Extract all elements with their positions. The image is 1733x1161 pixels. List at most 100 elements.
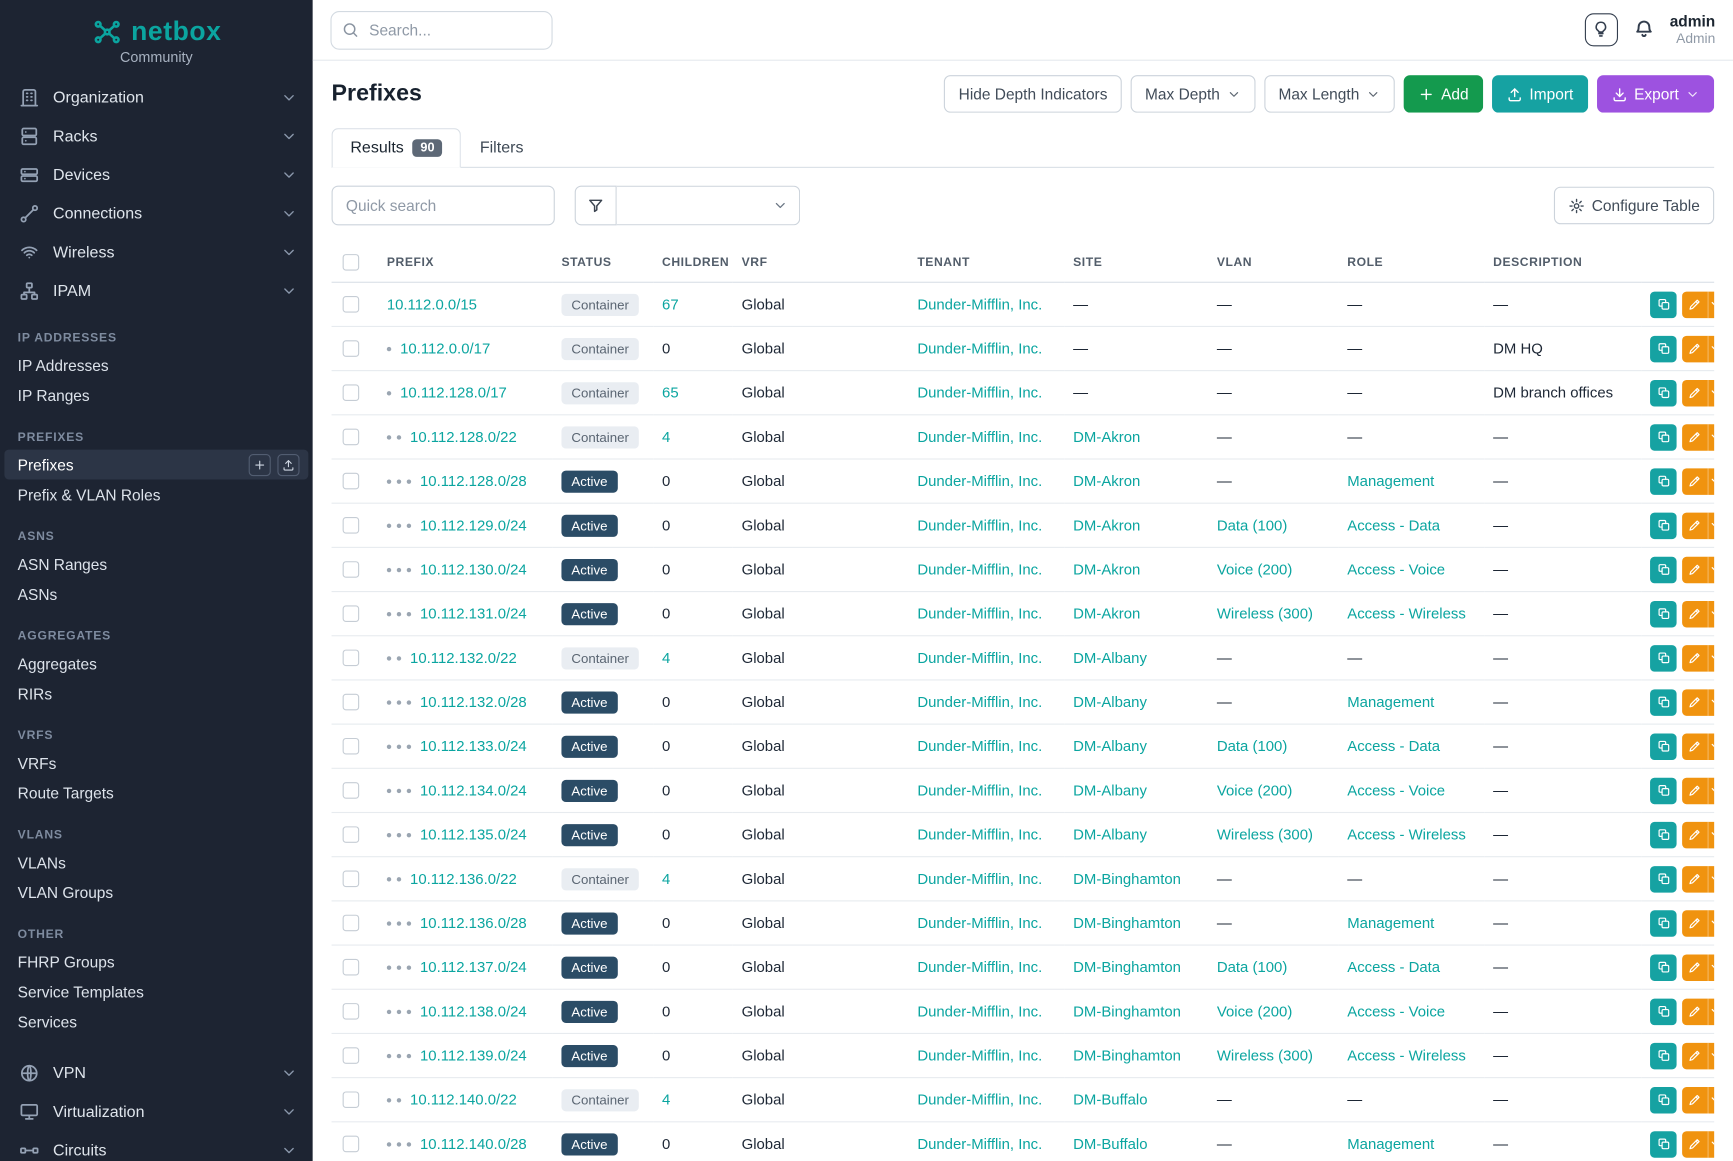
sidebar-item-ip-ranges[interactable]: IP Ranges — [4, 380, 308, 410]
tenant-link[interactable]: Dunder-Mifflin, Inc. — [917, 826, 1043, 843]
site-link[interactable]: DM-Binghamton — [1073, 1047, 1181, 1064]
copy-button[interactable] — [1650, 865, 1677, 893]
tenant-link[interactable]: Dunder-Mifflin, Inc. — [917, 428, 1043, 446]
copy-button[interactable] — [1650, 998, 1677, 1025]
max-depth-dropdown[interactable]: Max Depth — [1130, 75, 1256, 113]
sidebar-item-asn-ranges[interactable]: ASN Ranges — [4, 549, 308, 579]
sidebar-nav-ipam[interactable]: IPAM — [0, 272, 313, 311]
site-link[interactable]: DM-Akron — [1073, 561, 1141, 578]
row-checkbox[interactable] — [342, 694, 360, 711]
sidebar-item-vlans[interactable]: VLANs — [4, 847, 308, 877]
site-link[interactable]: DM-Buffalo — [1073, 1135, 1148, 1153]
row-checkbox[interactable] — [342, 517, 360, 535]
brand[interactable]: netbox Community — [0, 0, 313, 78]
row-checkbox[interactable] — [342, 782, 360, 800]
site-link[interactable]: DM-Binghamton — [1073, 914, 1181, 932]
edit-button[interactable] — [1682, 600, 1715, 627]
sidebar-item-prefixes[interactable]: Prefixes — [4, 449, 309, 480]
theme-toggle-button[interactable] — [1584, 13, 1618, 47]
edit-button[interactable] — [1682, 467, 1715, 495]
tenant-link[interactable]: Dunder-Mifflin, Inc. — [917, 1091, 1043, 1109]
role-link[interactable]: Access - Wireless — [1347, 1047, 1466, 1064]
global-search-input[interactable] — [330, 10, 553, 50]
row-checkbox[interactable] — [342, 915, 360, 932]
role-link[interactable]: Management — [1347, 693, 1435, 711]
tab-results[interactable]: Results 90 — [331, 128, 462, 168]
tenant-link[interactable]: Dunder-Mifflin, Inc. — [917, 472, 1043, 490]
row-checkbox[interactable] — [342, 296, 360, 314]
sidebar-nav-connections[interactable]: Connections — [0, 194, 313, 233]
prefix-link[interactable]: 10.112.140.0/28 — [419, 1135, 527, 1153]
column-header-prefix[interactable]: PREFIX — [377, 243, 553, 283]
edit-button[interactable] — [1682, 998, 1715, 1025]
copy-button[interactable] — [1650, 1130, 1677, 1158]
copy-button[interactable] — [1650, 512, 1677, 539]
site-link[interactable]: DM-Akron — [1073, 472, 1141, 490]
edit-button[interactable] — [1682, 865, 1715, 893]
select-all-checkbox[interactable] — [342, 254, 360, 271]
row-checkbox[interactable] — [342, 650, 360, 667]
prefix-link[interactable]: 10.112.131.0/24 — [419, 605, 527, 622]
role-link[interactable]: Management — [1347, 914, 1435, 932]
prefix-link[interactable]: 10.112.136.0/28 — [419, 914, 527, 932]
copy-button[interactable] — [1650, 556, 1677, 583]
prefix-link[interactable]: 10.112.135.0/24 — [419, 826, 527, 843]
prefix-link[interactable]: 10.112.140.0/22 — [410, 1091, 517, 1109]
tab-filters[interactable]: Filters — [461, 128, 542, 168]
tenant-link[interactable]: Dunder-Mifflin, Inc. — [917, 914, 1043, 932]
children-count-link[interactable]: 65 — [662, 384, 679, 402]
site-link[interactable]: DM-Buffalo — [1073, 1091, 1148, 1109]
tenant-link[interactable]: Dunder-Mifflin, Inc. — [917, 340, 1043, 357]
sidebar-nav-devices[interactable]: Devices — [0, 156, 313, 195]
copy-button[interactable] — [1650, 1086, 1677, 1113]
tenant-link[interactable]: Dunder-Mifflin, Inc. — [917, 605, 1043, 622]
vlan-link[interactable]: Voice (200) — [1216, 561, 1293, 578]
prefix-link[interactable]: 10.112.128.0/22 — [410, 428, 517, 446]
sidebar-nav-racks[interactable]: Racks — [0, 117, 313, 156]
children-count-link[interactable]: 67 — [662, 296, 679, 313]
row-checkbox[interactable] — [342, 473, 360, 490]
add-button[interactable]: Add — [1403, 75, 1484, 113]
export-button[interactable]: Export — [1596, 75, 1715, 113]
sidebar-nav-vpn[interactable]: VPN — [0, 1054, 313, 1093]
tenant-link[interactable]: Dunder-Mifflin, Inc. — [917, 516, 1043, 534]
sidebar-item-ip-addresses[interactable]: IP Addresses — [4, 350, 308, 380]
role-link[interactable]: Access - Voice — [1347, 782, 1446, 799]
sidebar-item-route-targets[interactable]: Route Targets — [4, 778, 308, 808]
configure-table-button[interactable]: Configure Table — [1554, 186, 1715, 225]
children-count-link[interactable]: 4 — [662, 1091, 671, 1109]
vlan-link[interactable]: Data (100) — [1216, 958, 1288, 976]
copy-button[interactable] — [1650, 335, 1677, 362]
role-link[interactable]: Access - Data — [1347, 737, 1441, 755]
sidebar-nav-wireless[interactable]: Wireless — [0, 233, 313, 272]
role-link[interactable]: Access - Wireless — [1347, 826, 1466, 843]
hide-depth-indicators-button[interactable]: Hide Depth Indicators — [944, 75, 1122, 113]
edit-button[interactable] — [1682, 1130, 1715, 1158]
prefix-link[interactable]: 10.112.129.0/24 — [419, 516, 527, 534]
prefix-link[interactable]: 10.112.139.0/24 — [419, 1047, 527, 1064]
copy-button[interactable] — [1650, 644, 1677, 672]
column-header-vrf[interactable]: VRF — [732, 243, 909, 283]
row-checkbox[interactable] — [342, 1003, 360, 1021]
sidebar-nav-circuits[interactable]: Circuits — [0, 1131, 313, 1161]
site-link[interactable]: DM-Binghamton — [1073, 958, 1181, 976]
sidebar-item-services[interactable]: Services — [4, 1006, 308, 1036]
tenant-link[interactable]: Dunder-Mifflin, Inc. — [917, 1047, 1043, 1064]
copy-button[interactable] — [1650, 909, 1677, 937]
site-link[interactable]: DM-Albany — [1073, 826, 1147, 843]
row-checkbox[interactable] — [342, 340, 360, 358]
tenant-link[interactable]: Dunder-Mifflin, Inc. — [917, 958, 1043, 976]
copy-button[interactable] — [1650, 379, 1677, 406]
prefix-link[interactable]: 10.112.137.0/24 — [419, 958, 527, 976]
edit-button[interactable] — [1682, 512, 1715, 539]
vlan-link[interactable]: Voice (200) — [1216, 782, 1293, 799]
vlan-link[interactable]: Voice (200) — [1216, 1003, 1293, 1020]
copy-button[interactable] — [1650, 688, 1677, 716]
sidebar-nav-virtualization[interactable]: Virtualization — [0, 1093, 313, 1132]
row-checkbox[interactable] — [342, 959, 360, 976]
column-header-children[interactable]: CHILDREN — [653, 243, 733, 283]
sidebar-item-service-templates[interactable]: Service Templates — [4, 977, 308, 1007]
edit-button[interactable] — [1682, 1042, 1715, 1069]
site-link[interactable]: DM-Akron — [1073, 605, 1141, 622]
role-link[interactable]: Access - Data — [1347, 958, 1441, 976]
